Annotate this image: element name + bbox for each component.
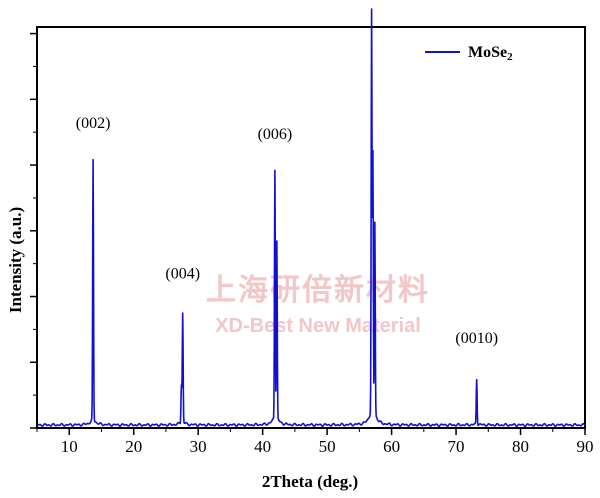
legend-label-sub: 2 [507, 51, 513, 63]
watermark: 上海研倍新材料 XD-Best New Material [206, 273, 430, 337]
peak-label: (0010) [455, 330, 498, 347]
y-axis-title: Intensity (a.u.) [6, 207, 25, 313]
x-tick-label: 60 [383, 437, 400, 456]
peak-label: (004) [165, 266, 200, 283]
plot-frame [36, 26, 586, 429]
x-tick-label: 10 [61, 437, 78, 456]
x-tick-label: 70 [448, 437, 465, 456]
x-tick-label: 80 [512, 437, 529, 456]
x-tick-label: 50 [319, 437, 336, 456]
x-axis-title: 2Theta (deg.) [262, 472, 358, 491]
spectrum-series [36, 8, 586, 428]
x-tick-label: 30 [190, 437, 207, 456]
x-tick-label: 90 [577, 437, 594, 456]
watermark-chinese: 上海研倍新材料 [206, 273, 430, 308]
peak-labels: (002)(004)(006)(008)(0010) [76, 115, 498, 347]
peak-label: (002) [76, 115, 111, 132]
plot-border [36, 26, 586, 429]
legend: MoSe2 [425, 44, 513, 63]
watermark-english: XD-Best New Material [215, 315, 421, 337]
x-tick-label: 20 [125, 437, 142, 456]
y-axis-ticks [30, 32, 37, 429]
spectrum-line [36, 8, 586, 428]
legend-label-main: MoSe [468, 44, 507, 61]
legend-label: MoSe2 [468, 44, 513, 63]
peak-label: (006) [258, 126, 293, 143]
x-axis-ticks: 10 20 30 40 50 60 70 80 90 [36, 428, 594, 456]
x-tick-label: 40 [254, 437, 271, 456]
